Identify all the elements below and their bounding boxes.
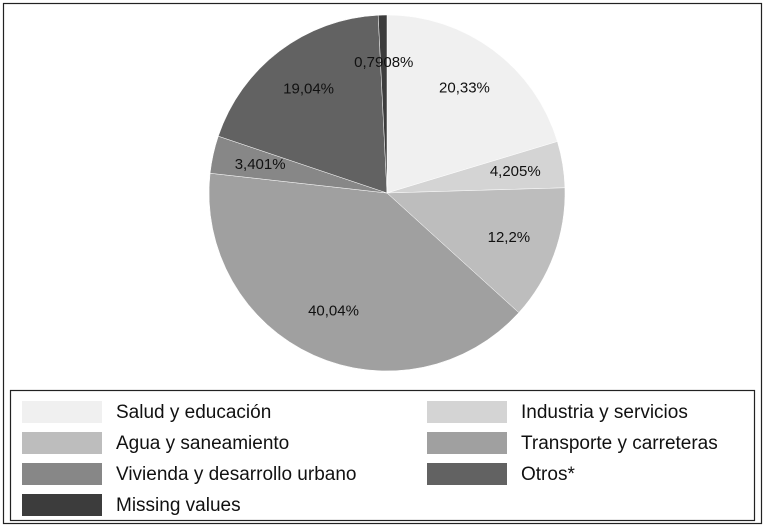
legend-label: Salud y educación — [116, 402, 271, 423]
legend-label: Industria y servicios — [521, 402, 688, 423]
legend-swatch — [22, 432, 102, 454]
data-label: 19,04% — [283, 80, 334, 97]
data-label: 12,2% — [488, 229, 531, 246]
pie-slice — [377, 14, 388, 194]
legend-label: Missing values — [116, 495, 241, 516]
pie-slice — [386, 14, 558, 194]
pie-slice — [208, 172, 520, 372]
legend-swatch — [427, 463, 507, 485]
legend-label: Vivienda y desarrollo urbano — [116, 464, 356, 485]
legend-swatch — [22, 463, 102, 485]
legend-label: Transporte y carreteras — [521, 433, 718, 454]
data-label: 0,7908% — [354, 54, 413, 71]
data-label: 40,04% — [308, 302, 359, 319]
pie: 20,33% 4,205% 12,2% 40,04% 3,401% 19,04% 0,790… — [208, 14, 566, 372]
legend — [9, 389, 756, 522]
legend-swatch — [22, 494, 102, 516]
data-label: 4,205% — [490, 163, 541, 180]
legend-label: Agua y saneamiento — [116, 433, 289, 454]
pie-slice — [386, 187, 566, 314]
legend-swatch — [427, 432, 507, 454]
legend-swatch — [22, 401, 102, 423]
data-label: 20,33% — [439, 80, 490, 97]
data-label: 3,401% — [235, 156, 286, 173]
pie-slice — [217, 14, 388, 194]
legend-items: Salud y educación Industria y servicios Ag… — [22, 401, 718, 516]
legend-label: Otros* — [521, 464, 575, 485]
legend-swatch — [427, 401, 507, 423]
